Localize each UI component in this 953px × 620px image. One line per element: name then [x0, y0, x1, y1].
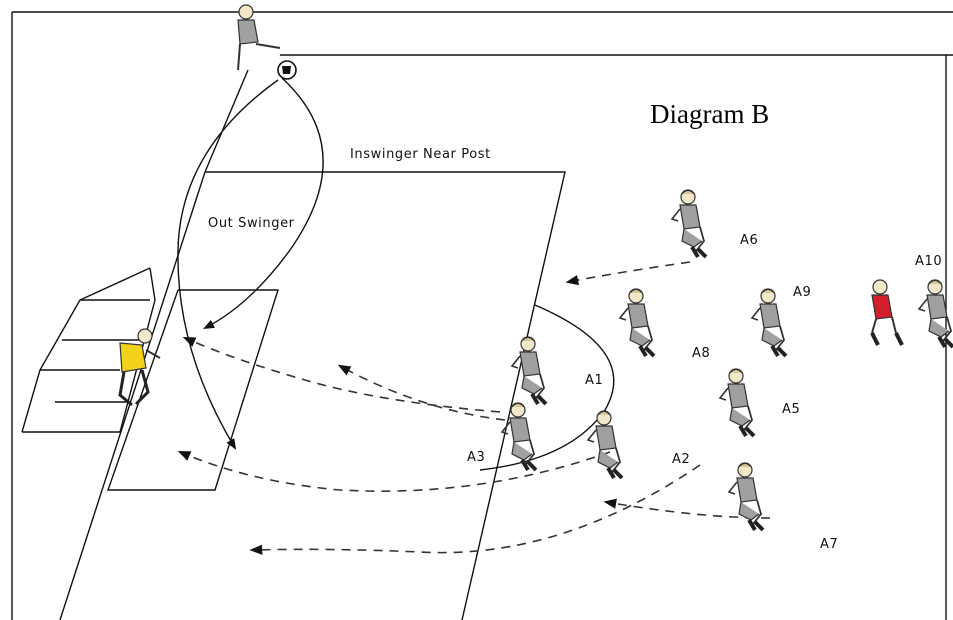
ball-icon: [277, 60, 297, 80]
label-A5: A5: [782, 402, 800, 417]
player-A10-teammate: [917, 278, 953, 349]
label-A7: A7: [820, 537, 838, 552]
player-A8: [618, 287, 656, 358]
label-A1: A1: [585, 373, 603, 388]
label-A9: A9: [793, 285, 811, 300]
player-A2: [586, 409, 624, 480]
run-lines: [177, 261, 771, 555]
player-A6: [670, 188, 708, 259]
outswinger-label: Out Swinger: [208, 216, 295, 231]
label-A8: A8: [692, 346, 710, 361]
player-A9: [750, 287, 788, 358]
pitch-lines: [11, 11, 953, 620]
label-A2: A2: [672, 452, 690, 467]
corner-taker: [237, 4, 281, 71]
player-A1: [510, 335, 548, 406]
diagram-title: Diagram B: [650, 99, 769, 129]
goalkeeper-shirt: [119, 342, 147, 373]
goal-frame: [21, 267, 156, 433]
player-A10: [870, 279, 904, 346]
player-A5: [718, 367, 756, 438]
goalkeeper: [118, 328, 161, 407]
label-A6: A6: [740, 233, 758, 248]
inswinger-path: [203, 77, 324, 330]
label-A10: A10: [915, 254, 942, 269]
player-A7: [727, 461, 765, 532]
inswinger-label: Inswinger Near Post: [350, 147, 491, 162]
label-A3: A3: [467, 450, 485, 465]
outswinger-path: [177, 79, 279, 450]
player-A10-shirt: [871, 294, 893, 320]
